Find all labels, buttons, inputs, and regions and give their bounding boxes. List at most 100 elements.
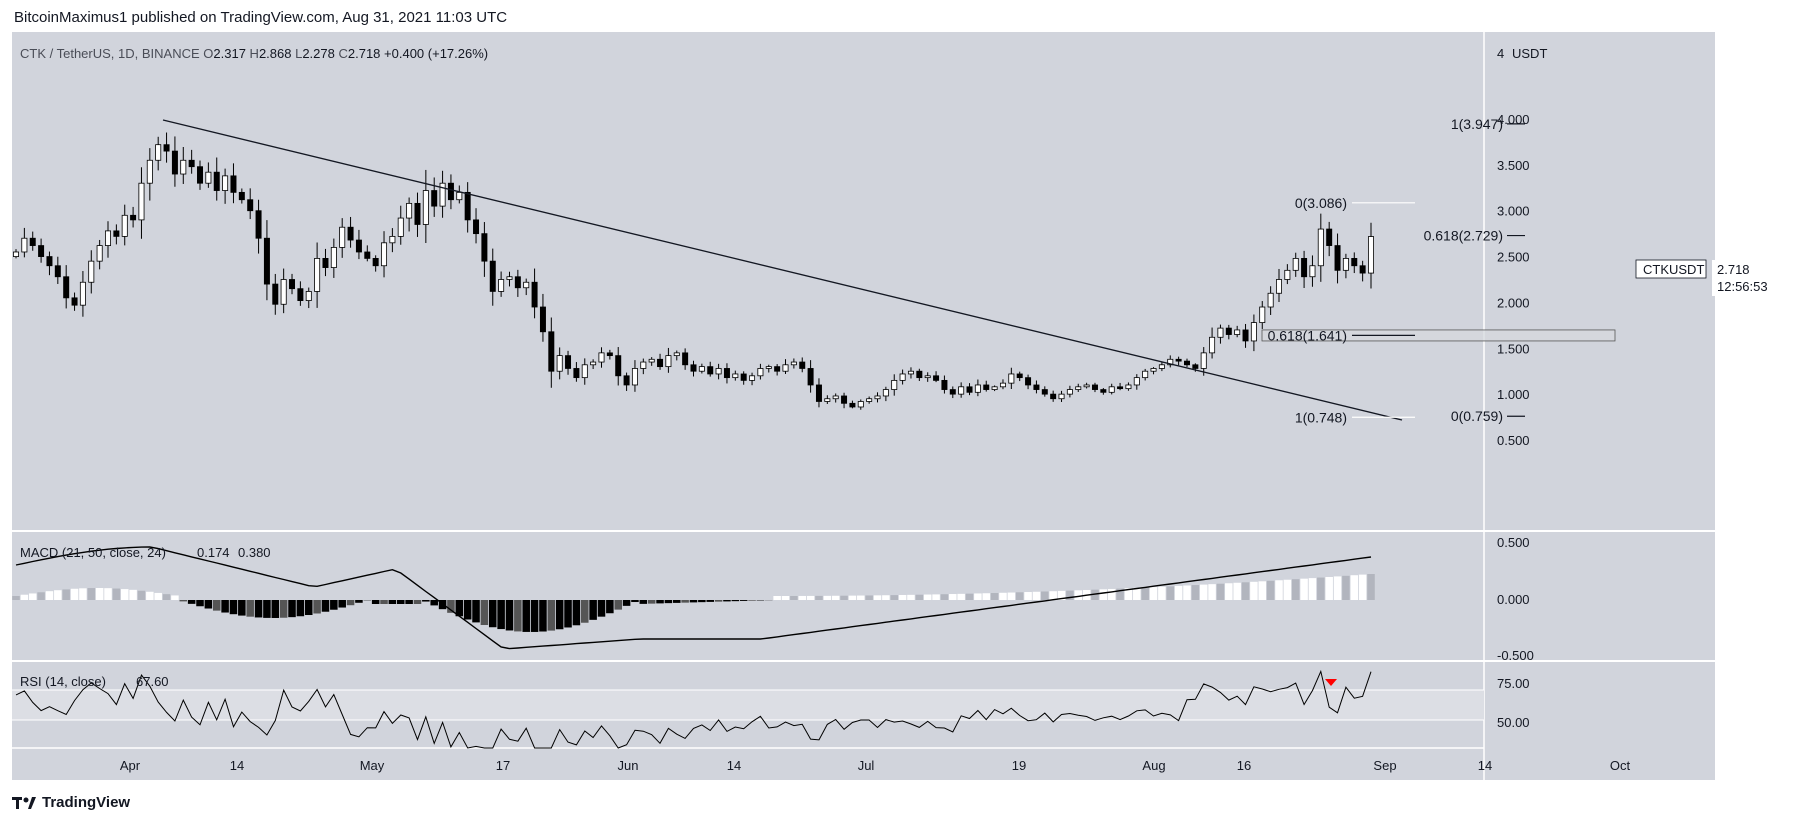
- candle: [514, 276, 521, 289]
- macd-histogram-bar: [104, 588, 112, 600]
- candle: [723, 368, 730, 379]
- macd-histogram-bar: [639, 600, 648, 604]
- candle: [1066, 389, 1073, 395]
- candle: [565, 355, 572, 369]
- candle: [355, 239, 362, 253]
- macd-histogram-bar: [555, 600, 564, 630]
- macd-histogram-bar: [187, 600, 196, 604]
- candle: [305, 291, 312, 301]
- macd-histogram-bar: [965, 593, 974, 600]
- macd-histogram-bar: [1116, 588, 1124, 600]
- macd-histogram-bar: [907, 594, 915, 600]
- candle: [933, 375, 940, 381]
- candle: [1050, 393, 1057, 400]
- rsi-value: 67.60: [136, 674, 169, 689]
- macd-histogram-bar: [857, 595, 865, 600]
- macd-histogram-bar: [714, 600, 723, 602]
- macd-histogram-bar: [823, 595, 832, 600]
- candle: [874, 395, 881, 400]
- candle: [13, 251, 19, 257]
- price-axis-tick: 3.000: [1497, 204, 1530, 219]
- descending-trendline: [162, 119, 1403, 421]
- price-axis-tick: 1.500: [1497, 341, 1530, 356]
- candle: [96, 245, 103, 262]
- candle: [247, 199, 254, 212]
- ohlc-part: C: [335, 46, 348, 61]
- candle: [899, 373, 906, 381]
- macd-axis-tick: 0.500: [1497, 535, 1530, 550]
- candle: [1351, 258, 1358, 267]
- macd-histogram-bar: [447, 600, 455, 613]
- candle: [815, 384, 822, 402]
- candle: [573, 368, 580, 379]
- macd-histogram-bar: [1283, 579, 1292, 600]
- candle: [364, 251, 371, 259]
- candle: [1209, 336, 1216, 354]
- macd-histogram-bar: [463, 600, 472, 620]
- candle: [924, 375, 931, 379]
- macd-axis-tick: -0.500: [1497, 648, 1534, 663]
- candle: [966, 386, 973, 393]
- candle: [757, 368, 764, 377]
- macd-histogram-bar: [480, 600, 489, 626]
- macd-histogram-bar: [1124, 588, 1133, 600]
- macd-histogram-bar: [514, 600, 522, 632]
- macd-histogram-bar: [296, 600, 305, 617]
- macd-histogram-bar: [422, 600, 430, 602]
- macd-histogram-bar: [95, 588, 104, 600]
- publish-header: BitcoinMaximus1 published on TradingView…: [14, 9, 508, 26]
- candle: [1250, 322, 1257, 342]
- macd-histogram-bar: [1333, 576, 1342, 600]
- macd-histogram-bar: [45, 591, 54, 600]
- macd-histogram-bar: [698, 600, 706, 603]
- candle: [1041, 389, 1048, 395]
- macd-axis-tick: 0.000: [1497, 592, 1530, 607]
- macd-histogram-bar: [673, 600, 681, 603]
- candle: [665, 355, 672, 368]
- candle: [447, 182, 454, 201]
- macd-histogram-bar: [229, 600, 238, 615]
- time-axis-label: May: [360, 758, 385, 773]
- tradingview-branding[interactable]: TradingView: [12, 794, 130, 811]
- candle: [1326, 228, 1333, 246]
- candle: [21, 237, 28, 253]
- candle: [1301, 258, 1308, 278]
- candle: [907, 370, 914, 375]
- time-axis-label: 16: [1237, 758, 1251, 773]
- rsi-label: RSI (14, close): [20, 674, 106, 689]
- macd-histogram-bar: [1015, 592, 1024, 600]
- macd-histogram-bar: [731, 600, 740, 602]
- candle: [799, 361, 806, 369]
- candle: [1192, 364, 1199, 369]
- time-axis-label: Sep: [1373, 758, 1396, 773]
- ohlc-part: 2.278: [302, 46, 335, 61]
- candle: [230, 175, 237, 193]
- macd-histogram-bar: [304, 600, 313, 616]
- macd-histogram-bar: [890, 595, 899, 600]
- candle: [1292, 258, 1299, 271]
- macd-histogram-bar: [1057, 590, 1066, 600]
- macd-histogram-bar: [1091, 589, 1099, 600]
- price-tag-bg: [1712, 260, 1812, 296]
- candle: [882, 389, 889, 397]
- macd-histogram-bar: [355, 600, 363, 603]
- candle-series: [13, 132, 1374, 410]
- candle: [590, 361, 597, 366]
- ticker-label: CTKUSDT: [1643, 262, 1704, 277]
- candle: [1008, 373, 1015, 384]
- macd-histogram-bar: [1166, 586, 1175, 600]
- price-axis-tick: 1.000: [1497, 387, 1530, 402]
- macd-histogram-bar: [882, 595, 890, 600]
- rsi-axis-tick: 50.00: [1497, 715, 1530, 730]
- candle: [38, 245, 45, 257]
- candle: [431, 190, 438, 207]
- candle: [523, 281, 530, 289]
- candle: [673, 352, 680, 357]
- macd-histogram-bar: [873, 595, 882, 600]
- macd-histogram-bar: [572, 600, 581, 626]
- rsi-axis-tick: 75.00: [1497, 676, 1530, 691]
- macd-histogram-bar: [1191, 585, 1200, 600]
- macd-histogram-bar: [20, 594, 29, 600]
- macd-histogram-bar: [806, 595, 815, 600]
